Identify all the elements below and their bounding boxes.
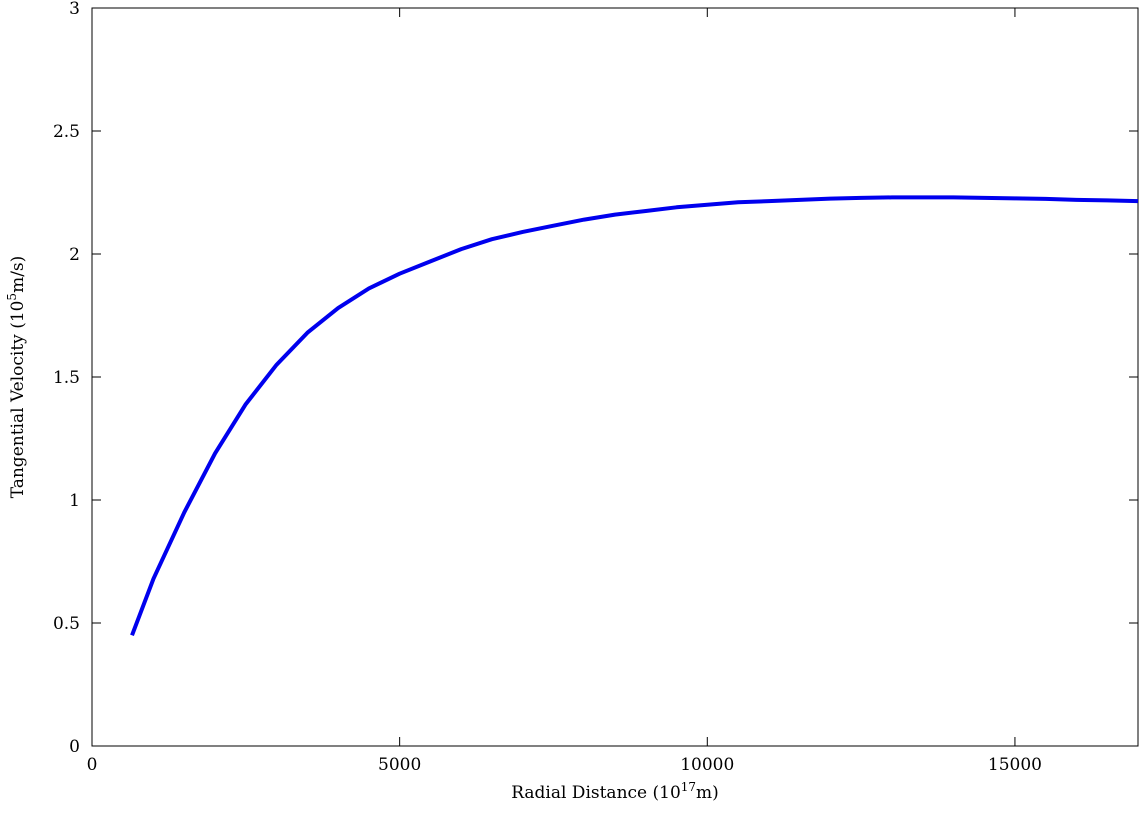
x-tick-label: 5000 [378,755,421,775]
x-axis-ticks: 0 5000 10000 15000 [87,8,1042,775]
y-tick-label: 1 [69,491,80,511]
y-tick-label: 1.5 [53,368,80,388]
y-tick-label: 0 [69,737,80,757]
y-tick-label: 2 [69,245,80,265]
x-tick-label: 15000 [988,755,1042,775]
x-tick-label: 0 [87,755,98,775]
series-line [130,195,1139,637]
x-axis-title: Radial Distance (1017m) [511,780,719,803]
y-axis-title: Tangential Velocity (105m/s) [5,256,28,499]
y-tick-label: 2.5 [53,122,80,142]
y-axis-ticks: 0 0.5 1 1.5 2 2.5 3 [53,0,1138,757]
series-layer [130,195,1139,637]
y-tick-label: 0.5 [53,614,80,634]
y-tick-label: 3 [69,0,80,19]
plot-frame [91,7,1139,747]
x-tick-label: 10000 [680,755,734,775]
